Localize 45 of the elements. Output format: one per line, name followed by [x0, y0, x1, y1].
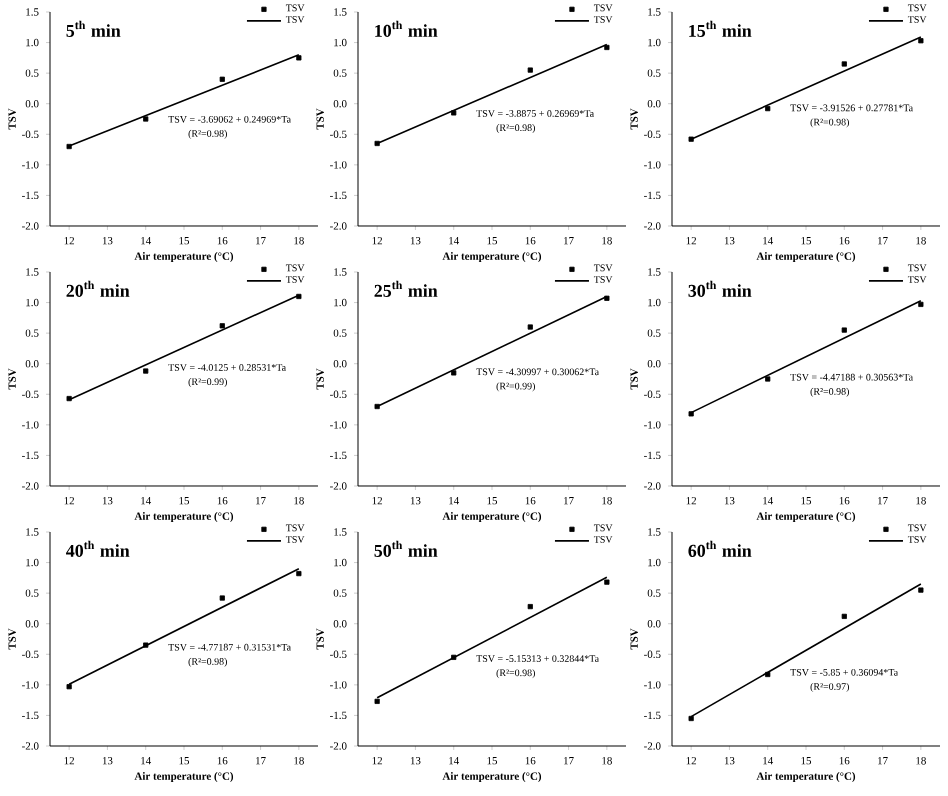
- point: [918, 587, 924, 593]
- point: [66, 395, 72, 402]
- chart-title: 50$^{th}$ min: [374, 540, 438, 557]
- chart-title: 5$^{th}$ min: [66, 20, 121, 37]
- point: [296, 55, 302, 61]
- chart-title: 15$^{th}$ min: [689, 20, 752, 37]
- point: [841, 61, 847, 67]
- point: [841, 613, 847, 619]
- point: [765, 376, 771, 382]
- point: [143, 116, 149, 122]
- point: [66, 684, 72, 690]
- chart-title: 20$^{th}$ min: [66, 280, 130, 297]
- point: [918, 301, 924, 307]
- point: [66, 143, 72, 150]
- point: [688, 715, 694, 722]
- point: [451, 654, 457, 660]
- point: [765, 671, 771, 678]
- point: [451, 370, 457, 376]
- chart-title: 40$^{th}$ min: [66, 540, 130, 557]
- point: [527, 324, 533, 330]
- point: [374, 403, 380, 410]
- chart-title: 30$^{th}$ min: [688, 280, 752, 297]
- chart-title: 25$^{th}$ min: [374, 280, 438, 297]
- point: [143, 368, 149, 374]
- point: [688, 411, 694, 417]
- point: [374, 698, 380, 704]
- point: [604, 579, 610, 585]
- point: [374, 140, 380, 147]
- point: [451, 110, 457, 116]
- point: [765, 106, 771, 112]
- point: [296, 570, 302, 577]
- point: [219, 595, 225, 601]
- point: [143, 642, 149, 648]
- chart-title: 60$^{th}$ min: [688, 540, 752, 557]
- point: [527, 67, 533, 73]
- point: [841, 327, 847, 333]
- point: [219, 323, 225, 329]
- point: [219, 76, 225, 82]
- point: [688, 136, 694, 142]
- point: [296, 293, 302, 300]
- point: [527, 604, 533, 610]
- chart-title: 10$^{th}$ min: [375, 20, 438, 37]
- point: [604, 44, 610, 51]
- point: [918, 38, 924, 44]
- point: [604, 295, 610, 301]
